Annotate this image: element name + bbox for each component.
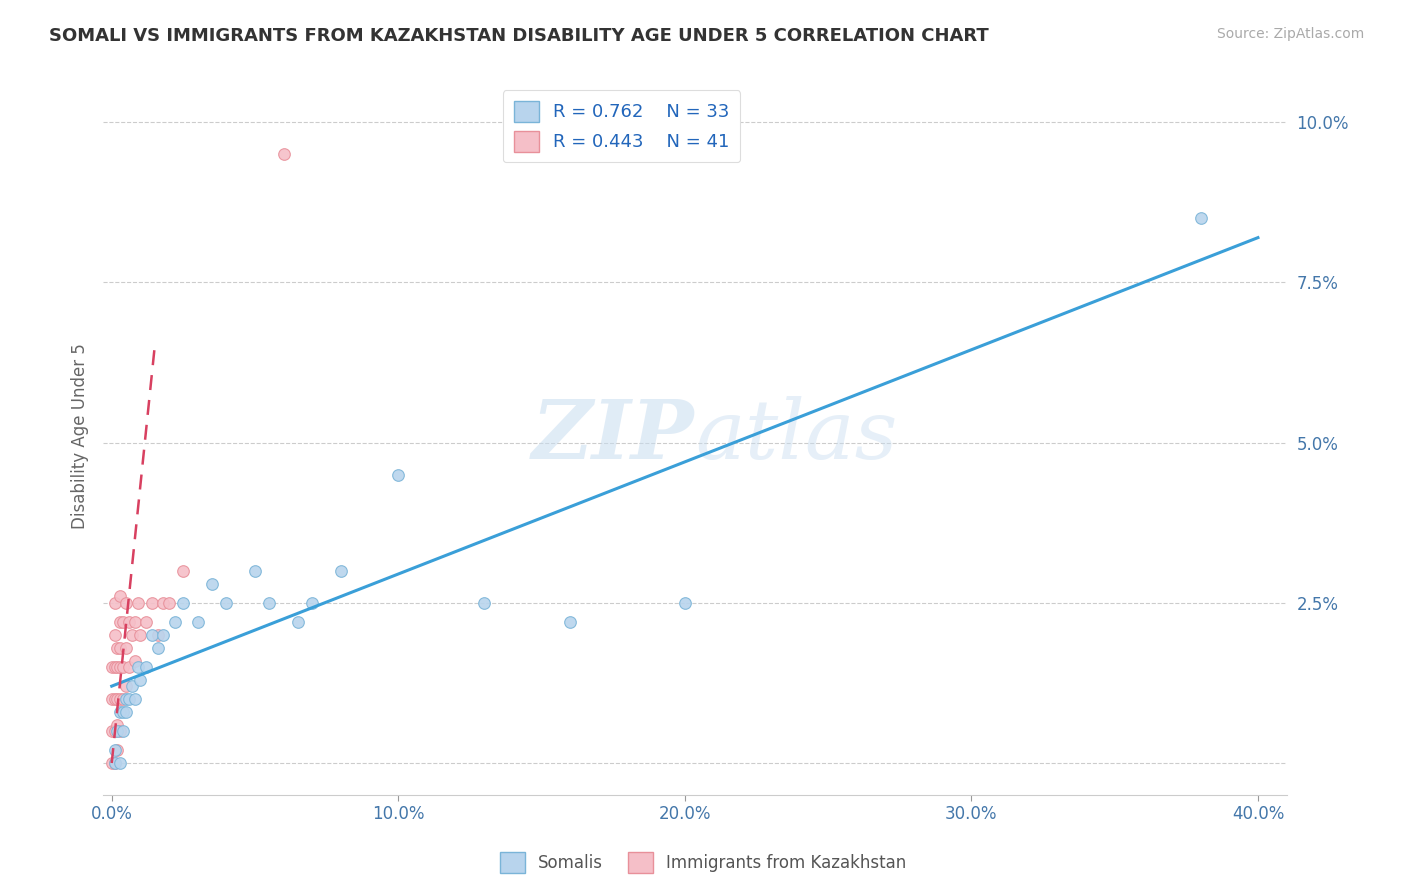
Point bbox=[110, 640, 132, 655]
Point bbox=[163, 615, 186, 629]
Point bbox=[112, 723, 135, 738]
Point bbox=[330, 564, 353, 578]
Point bbox=[118, 692, 141, 706]
Text: Source: ZipAtlas.com: Source: ZipAtlas.com bbox=[1216, 27, 1364, 41]
Point bbox=[115, 679, 138, 693]
Point bbox=[127, 596, 149, 610]
Point bbox=[115, 640, 138, 655]
Point bbox=[152, 596, 174, 610]
Point bbox=[118, 660, 141, 674]
Point bbox=[104, 628, 127, 642]
Point bbox=[110, 590, 132, 604]
Point bbox=[112, 660, 135, 674]
Point bbox=[121, 628, 143, 642]
Point bbox=[243, 564, 266, 578]
Point bbox=[104, 596, 127, 610]
Point bbox=[104, 743, 127, 757]
Point bbox=[110, 723, 132, 738]
Point bbox=[387, 467, 409, 482]
Point bbox=[100, 660, 122, 674]
Point bbox=[104, 756, 127, 770]
Point bbox=[107, 743, 129, 757]
Point bbox=[104, 660, 127, 674]
Point bbox=[273, 147, 295, 161]
Point bbox=[472, 596, 495, 610]
Point bbox=[135, 660, 157, 674]
Point bbox=[100, 723, 122, 738]
Point bbox=[215, 596, 238, 610]
Point bbox=[118, 615, 141, 629]
Point bbox=[104, 756, 127, 770]
Point bbox=[146, 628, 169, 642]
Point bbox=[104, 692, 127, 706]
Point bbox=[127, 660, 149, 674]
Point bbox=[141, 596, 163, 610]
Point bbox=[112, 705, 135, 719]
Point bbox=[287, 615, 309, 629]
Point bbox=[129, 673, 152, 687]
Point bbox=[201, 576, 224, 591]
Point bbox=[172, 564, 194, 578]
Point bbox=[115, 705, 138, 719]
Point bbox=[110, 615, 132, 629]
Point bbox=[112, 692, 135, 706]
Point bbox=[560, 615, 582, 629]
Point bbox=[110, 692, 132, 706]
Point bbox=[146, 640, 169, 655]
Point bbox=[107, 723, 129, 738]
Point bbox=[110, 660, 132, 674]
Point bbox=[135, 615, 157, 629]
Point bbox=[129, 628, 152, 642]
Point bbox=[115, 692, 138, 706]
Point bbox=[115, 596, 138, 610]
Point bbox=[301, 596, 323, 610]
Point bbox=[1189, 211, 1212, 226]
Legend: Somalis, Immigrants from Kazakhstan: Somalis, Immigrants from Kazakhstan bbox=[494, 846, 912, 880]
Point bbox=[100, 756, 122, 770]
Text: ZIP: ZIP bbox=[533, 396, 695, 476]
Point bbox=[259, 596, 281, 610]
Point bbox=[124, 653, 146, 667]
Point bbox=[107, 640, 129, 655]
Y-axis label: Disability Age Under 5: Disability Age Under 5 bbox=[72, 343, 89, 529]
Point bbox=[141, 628, 163, 642]
Point bbox=[104, 723, 127, 738]
Point bbox=[172, 596, 194, 610]
Point bbox=[187, 615, 209, 629]
Point bbox=[110, 705, 132, 719]
Point bbox=[107, 692, 129, 706]
Point bbox=[107, 717, 129, 731]
Legend: R = 0.762    N = 33, R = 0.443    N = 41: R = 0.762 N = 33, R = 0.443 N = 41 bbox=[503, 90, 741, 162]
Point bbox=[124, 692, 146, 706]
Point bbox=[100, 692, 122, 706]
Point bbox=[157, 596, 180, 610]
Point bbox=[121, 679, 143, 693]
Point bbox=[110, 756, 132, 770]
Point bbox=[107, 660, 129, 674]
Point bbox=[112, 615, 135, 629]
Text: SOMALI VS IMMIGRANTS FROM KAZAKHSTAN DISABILITY AGE UNDER 5 CORRELATION CHART: SOMALI VS IMMIGRANTS FROM KAZAKHSTAN DIS… bbox=[49, 27, 988, 45]
Point bbox=[673, 596, 696, 610]
Text: atlas: atlas bbox=[695, 396, 897, 476]
Point bbox=[152, 628, 174, 642]
Point bbox=[124, 615, 146, 629]
